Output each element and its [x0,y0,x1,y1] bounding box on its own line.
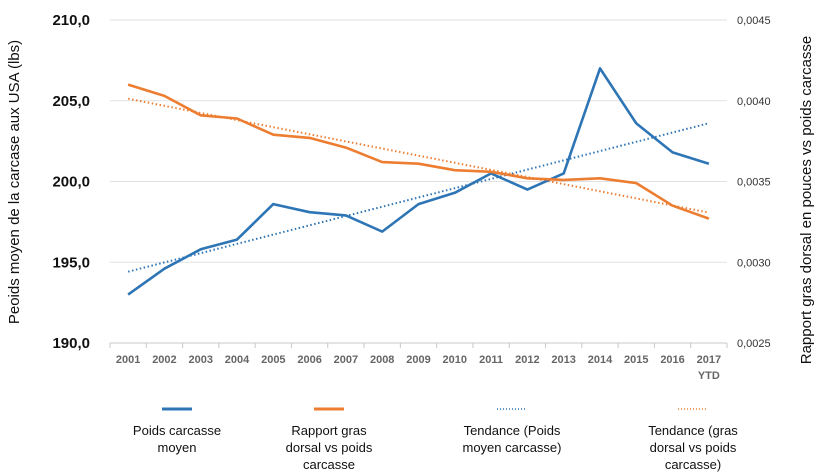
x-tick-label: 2016 [660,354,684,366]
series-line-1 [127,83,710,220]
x-tick-label: 2006 [297,354,321,366]
left-tick-label: 200,0 [52,174,90,191]
x-tick-label: 2010 [443,354,467,366]
legend-label: Tendance (Poids [464,423,561,438]
right-axis-title: Rapport gras dorsal en pouces vs poids c… [798,36,815,365]
x-tick-label: 2012 [515,354,539,366]
right-tick-label: 0,0035 [737,177,771,189]
x-tick-label: 2011 [479,354,503,366]
right-tick-label: 0,0040 [737,96,771,108]
right-tick-label: 0,0025 [737,338,771,350]
right-tick-label: 0,0045 [737,15,771,27]
trend-line-3 [127,97,710,214]
legend-label: dorsal vs poids [650,440,737,455]
left-tick-label: 190,0 [52,335,90,352]
left-axis-title: Peoids moyen de la carcase aux USA (lbs) [6,40,23,324]
right-tick-label: 0,0030 [737,257,771,269]
x-tick-label: 2009 [406,354,430,366]
legend-label: carcasse) [665,457,721,472]
left-tick-label: 205,0 [52,93,90,110]
trend-line-2 [127,122,710,273]
left-tick-label: 210,0 [52,12,90,29]
x-axis-ticks: 2001 2002 2003 2004 2005 2006 2007 2008 2009 2010… [109,343,728,382]
legend-label: moyen carcasse) [463,440,562,455]
gridlines [110,19,727,344]
x-tick-label: 2017 [697,354,721,366]
x-tick-label: 2001 [116,354,140,366]
left-tick-label: 195,0 [52,254,90,271]
x-tick-label: 2007 [334,354,358,366]
x-tick-label: 2015 [624,354,648,366]
x-tick-label: 2005 [261,354,285,366]
x-tick-label: 2002 [152,354,176,366]
legend-label: dorsal vs poids [286,440,373,455]
x-tick-sublabel: YTD [698,370,720,382]
legend-label: Poids carcasse [133,423,221,438]
legend-label: carcasse [303,457,355,472]
legend-label: Rapport gras [291,423,367,438]
x-tick-label: 2014 [588,354,613,366]
right-axis-ticks: 0,0025 0,0030 0,0035 0,0040 0,0045 [737,15,771,350]
legend-label: moyen [157,440,196,455]
x-tick-label: 2008 [370,354,394,366]
x-tick-label: 2004 [225,354,250,366]
legend-label: Tendance (gras [648,423,738,438]
x-tick-label: 2013 [551,354,575,366]
legend: Poids carcasse moyen Rapport gras dorsal vs… [133,407,738,472]
x-tick-label: 2003 [188,354,212,366]
series-lines [127,67,710,296]
left-axis-ticks: 190,0 195,0 200,0 205,0 210,0 [52,12,90,352]
